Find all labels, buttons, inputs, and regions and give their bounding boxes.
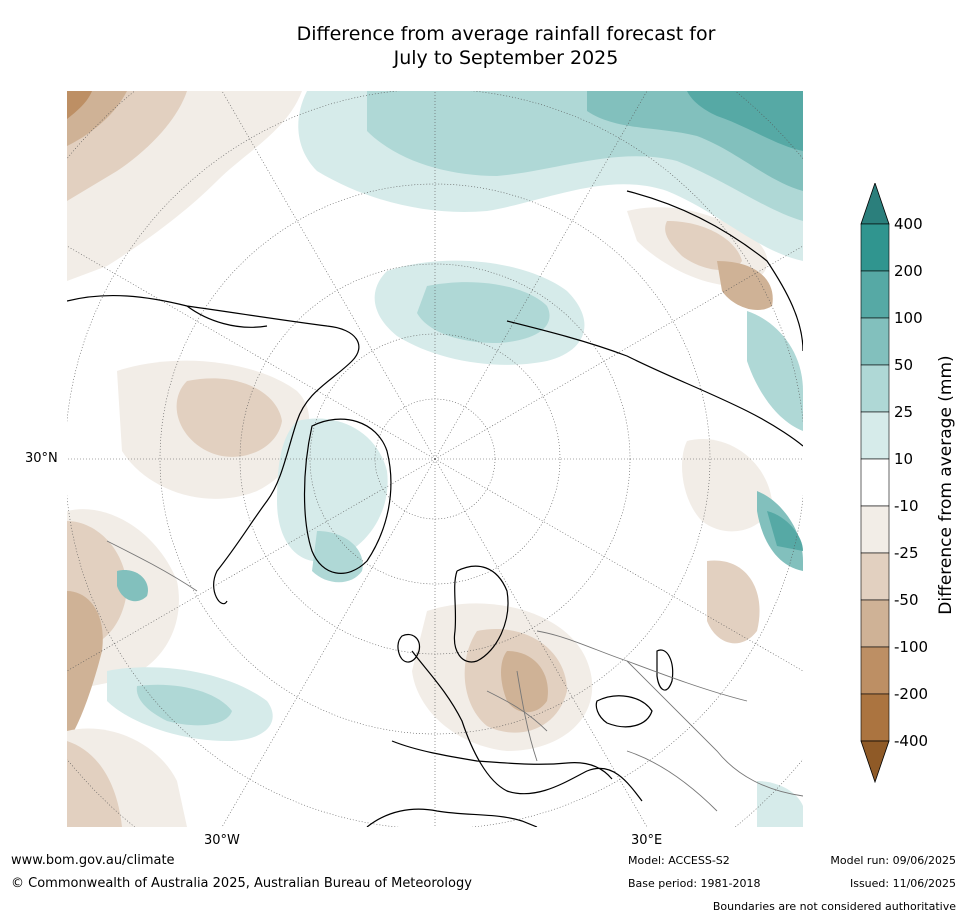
colorbar-swatch	[860, 223, 890, 272]
colorbar-tick-label: 400	[894, 215, 923, 233]
wet-region-southeast	[757, 781, 803, 827]
wet-region-arctic-core	[417, 282, 550, 343]
country-borders	[106, 540, 803, 812]
coast-scandinavia	[453, 565, 509, 663]
colorbar-swatch	[860, 458, 890, 507]
coast-europe	[411, 650, 643, 802]
footer-issued: Issued: 11/06/2025	[849, 877, 956, 890]
colorbar-swatch	[860, 364, 890, 413]
colorbar-title: Difference from average (mm)	[936, 355, 956, 615]
dry-region-northwest-extreme	[67, 91, 92, 119]
colorbar-tick-label: 10	[894, 450, 914, 468]
chart-title: Difference from average rainfall forecas…	[0, 22, 965, 70]
coast-caspian	[656, 649, 674, 691]
longitude-label-30w: 30°W	[204, 833, 240, 848]
colorbar-tick-label: -10	[894, 497, 919, 515]
colorbar-swatch	[860, 411, 890, 460]
dry-region-southwest-core	[67, 741, 122, 827]
colorbar	[860, 183, 890, 783]
colorbar-swatch	[860, 270, 890, 319]
colorbar-swatch	[860, 552, 890, 601]
footer-disclaimer: Boundaries are not considered authoritat…	[712, 900, 956, 913]
colorbar-tick-label: -400	[894, 732, 929, 750]
colorbar-tick-label: 200	[894, 262, 923, 280]
wet-region-gulf	[117, 570, 148, 602]
wet-region-atlantic-core	[136, 684, 232, 726]
coast-eurasia	[626, 190, 803, 352]
meridian-120w	[67, 245, 436, 460]
wet-region-east-asia-core	[767, 511, 803, 551]
coast-alaska	[186, 305, 268, 328]
wet-region-east-siberia	[747, 311, 803, 431]
meridian-150w	[221, 91, 436, 460]
border-europe-2	[516, 670, 538, 762]
footer-copyright: © Commonwealth of Australia 2025, Austra…	[11, 876, 472, 891]
coast-mediterranean	[391, 740, 613, 780]
colorbar-extend-top	[860, 183, 890, 225]
colorbar-tick-label: -200	[894, 685, 929, 703]
border-central-asia	[626, 660, 803, 797]
dry-region-siberia-core	[665, 221, 742, 271]
colorbar-tick-label: -50	[894, 591, 919, 609]
coast-africa	[366, 808, 538, 827]
border-canada-us	[106, 540, 198, 592]
wet-anomaly-regions	[107, 91, 803, 827]
latitude-label-30n: 30°N	[25, 451, 58, 466]
colorbar-tick-label: -100	[894, 638, 929, 656]
graticule	[67, 91, 803, 827]
dry-region-russia	[682, 439, 772, 532]
coast-siberia	[506, 320, 803, 447]
colorbar-extend-bottom	[860, 740, 890, 783]
meridian-30w	[221, 458, 436, 827]
footer-base-period: Base period: 1981-2018	[628, 877, 761, 890]
colorbar-swatch	[860, 646, 890, 695]
title-line-1: Difference from average rainfall forecas…	[296, 23, 716, 45]
forecast-map[interactable]	[67, 91, 803, 827]
wet-region-greenland-core	[312, 531, 363, 583]
dry-region-europe-strong	[501, 651, 548, 713]
dry-region-canada-core	[176, 378, 282, 457]
title-line-2: July to September 2025	[393, 47, 619, 69]
wet-region-greenland	[277, 418, 388, 562]
footer-model-run: Model run: 09/06/2025	[830, 854, 956, 867]
longitude-label-30e: 30°E	[631, 833, 663, 848]
latitude-circle-70n	[309, 333, 561, 585]
latitude-circle-50n	[159, 183, 711, 735]
map-canvas	[67, 91, 803, 827]
dry-region-pacific-strong	[67, 591, 103, 741]
colorbar-tick-label: 50	[894, 356, 914, 374]
dry-anomaly-regions	[67, 91, 773, 827]
dry-region-kamchatka	[717, 261, 773, 311]
footer-url[interactable]: www.bom.gov.au/climate	[11, 853, 175, 868]
footer-model: Model: ACCESS-S2	[628, 854, 730, 867]
colorbar-swatch	[860, 599, 890, 648]
wet-region-north-pacific-heavy	[687, 91, 803, 151]
colorbar-swatch	[860, 505, 890, 554]
dry-region-asia	[707, 560, 760, 644]
coastlines	[67, 190, 803, 827]
colorbar-tick-label: 100	[894, 309, 923, 327]
colorbar-swatch	[860, 317, 890, 366]
colorbar-tick-label: -25	[894, 544, 919, 562]
border-europe-1	[486, 690, 548, 732]
coast-greenland	[303, 418, 392, 574]
colorbar-swatch	[860, 693, 890, 742]
coast-black-sea	[595, 695, 653, 728]
coast-british-isles	[397, 633, 421, 663]
colorbar-tick-label: 25	[894, 403, 914, 421]
border-middle-east	[626, 750, 718, 812]
meridian-120e	[434, 245, 803, 460]
